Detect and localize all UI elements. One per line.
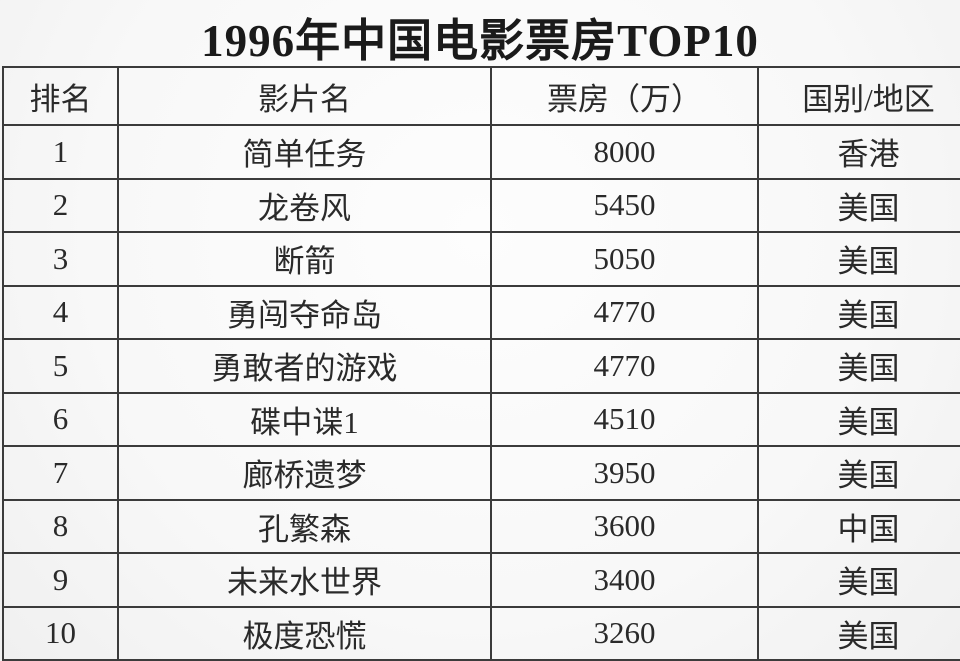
region-cell: 美国 xyxy=(757,605,960,661)
film-cell: 碟中谍1 xyxy=(117,391,492,447)
table-row: 6 碟中谍1 4510 美国 xyxy=(2,391,960,447)
table-row: 2 龙卷风 5450 美国 xyxy=(2,177,960,233)
box-office-table: 排名 影片名 票房（万） 国别/地区 1 简单任务 8000 香港 2 龙卷风 … xyxy=(2,66,960,661)
table-row: 7 廊桥遗梦 3950 美国 xyxy=(2,445,960,501)
rank-cell: 7 xyxy=(2,445,119,501)
box-office-cell: 5450 xyxy=(490,177,759,233)
box-office-cell: 3950 xyxy=(490,445,759,501)
header-row: 排名 影片名 票房（万） 国别/地区 xyxy=(2,66,960,126)
region-cell: 美国 xyxy=(757,284,960,340)
film-cell: 断箭 xyxy=(117,231,492,287)
rank-cell: 5 xyxy=(2,338,119,394)
rank-cell: 8 xyxy=(2,498,119,554)
film-cell: 廊桥遗梦 xyxy=(117,445,492,501)
box-office-cell: 4770 xyxy=(490,284,759,340)
table-row: 10 极度恐慌 3260 美国 xyxy=(2,605,960,661)
table-header: 排名 影片名 票房（万） 国别/地区 xyxy=(2,66,960,126)
region-cell: 美国 xyxy=(757,231,960,287)
table-row: 1 简单任务 8000 香港 xyxy=(2,124,960,180)
region-cell: 香港 xyxy=(757,124,960,180)
rank-cell: 9 xyxy=(2,552,119,608)
region-cell: 美国 xyxy=(757,177,960,233)
box-office-cell: 5050 xyxy=(490,231,759,287)
film-cell: 未来水世界 xyxy=(117,552,492,608)
region-cell: 美国 xyxy=(757,391,960,447)
box-office-cell: 4770 xyxy=(490,338,759,394)
box-office-cell: 3600 xyxy=(490,498,759,554)
table-body: 1 简单任务 8000 香港 2 龙卷风 5450 美国 3 断箭 5050 美… xyxy=(2,124,960,661)
table-row: 3 断箭 5050 美国 xyxy=(2,231,960,287)
box-office-cell: 3260 xyxy=(490,605,759,661)
column-header-film: 影片名 xyxy=(117,66,492,126)
column-header-rank: 排名 xyxy=(2,66,119,126)
region-cell: 美国 xyxy=(757,338,960,394)
rank-cell: 2 xyxy=(2,177,119,233)
column-header-box-office: 票房（万） xyxy=(490,66,759,126)
region-cell: 美国 xyxy=(757,445,960,501)
rank-cell: 1 xyxy=(2,124,119,180)
rank-cell: 4 xyxy=(2,284,119,340)
film-cell: 勇闯夺命岛 xyxy=(117,284,492,340)
box-office-cell: 3400 xyxy=(490,552,759,608)
rank-cell: 10 xyxy=(2,605,119,661)
rank-cell: 6 xyxy=(2,391,119,447)
film-cell: 勇敢者的游戏 xyxy=(117,338,492,394)
table-row: 4 勇闯夺命岛 4770 美国 xyxy=(2,284,960,340)
table-row: 8 孔繁森 3600 中国 xyxy=(2,498,960,554)
rank-cell: 3 xyxy=(2,231,119,287)
box-office-cell: 4510 xyxy=(490,391,759,447)
box-office-cell: 8000 xyxy=(490,124,759,180)
region-cell: 中国 xyxy=(757,498,960,554)
film-cell: 龙卷风 xyxy=(117,177,492,233)
column-header-region: 国别/地区 xyxy=(757,66,960,126)
film-cell: 简单任务 xyxy=(117,124,492,180)
film-cell: 极度恐慌 xyxy=(117,605,492,661)
page-title: 1996年中国电影票房TOP10 xyxy=(201,16,759,66)
table-row: 9 未来水世界 3400 美国 xyxy=(2,552,960,608)
table-row: 5 勇敢者的游戏 4770 美国 xyxy=(2,338,960,394)
film-cell: 孔繁森 xyxy=(117,498,492,554)
region-cell: 美国 xyxy=(757,552,960,608)
